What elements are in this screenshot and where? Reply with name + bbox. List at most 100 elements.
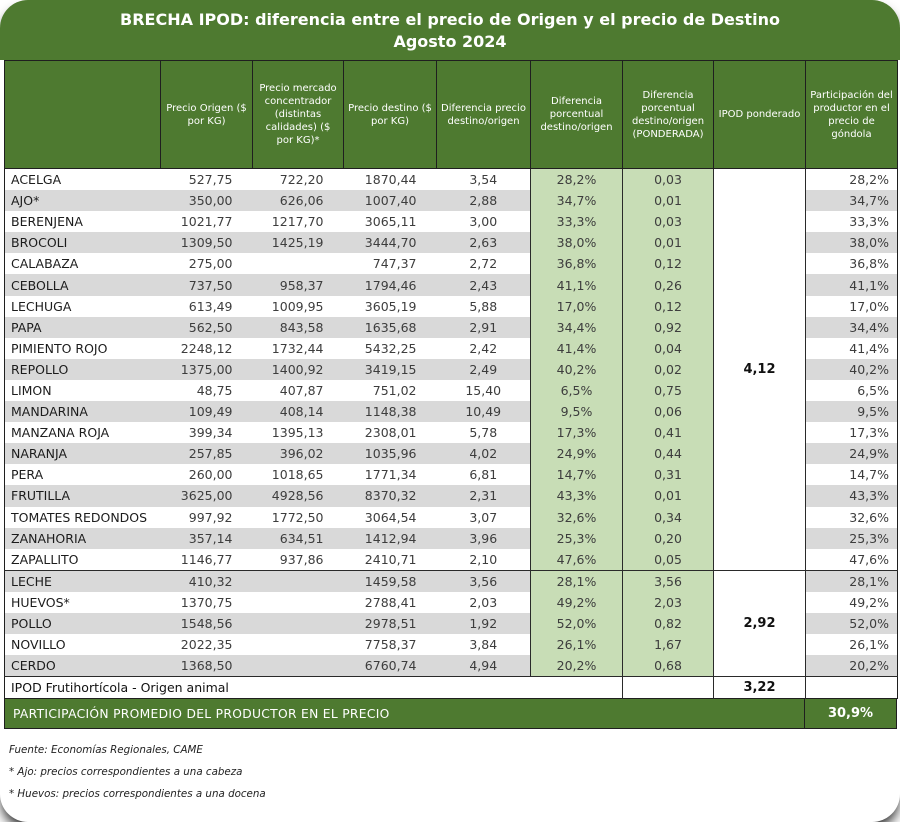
cell-diferencia-precio: 3,54 xyxy=(436,168,531,191)
cell-precio-origen: 1375,00 xyxy=(160,358,253,380)
cell-precio-mercado: 1732,44 xyxy=(252,337,344,359)
product-row: MANZANA ROJA 399,34 1395,13 2308,01 5,78 17,3… xyxy=(4,422,898,444)
report-title: BRECHA IPOD: diferencia entre el precio … xyxy=(120,9,780,29)
cell-participacion: 20,2% xyxy=(805,655,898,677)
product-row: REPOLLO 1375,00 1400,92 3419,15 2,49 40,2% 0,0… xyxy=(4,358,898,380)
cell-diferencia-porcentual: 47,6% xyxy=(530,548,623,571)
product-row: AJO* 350,00 626,06 1007,40 2,88 34,7% 0,01 34,7… xyxy=(4,190,898,212)
cell-diferencia-ponderada: 2,03 xyxy=(622,591,714,613)
cell-diferencia-ponderada: 0,03 xyxy=(622,168,714,191)
product-row: LIMON 48,75 407,87 751,02 15,40 6,5% 0,75 6,5% xyxy=(4,379,898,402)
cell-diferencia-ponderada: 0,82 xyxy=(622,612,714,635)
cell-diferencia-porcentual: 34,4% xyxy=(530,316,623,338)
cell-participacion: 17,0% xyxy=(805,295,898,317)
cell-precio-origen: 1548,56 xyxy=(160,612,253,635)
header-product xyxy=(4,60,161,169)
cell-diferencia-porcentual: 14,7% xyxy=(530,464,623,486)
cell-diferencia-ponderada: 0,44 xyxy=(622,443,714,465)
cell-precio-mercado: 958,37 xyxy=(252,274,344,296)
cell-diferencia-porcentual: 32,6% xyxy=(530,506,623,528)
cell-diferencia-ponderada: 0,05 xyxy=(622,548,714,571)
cell-precio-origen: 1370,75 xyxy=(160,591,253,613)
cell-product-name: REPOLLO xyxy=(4,358,161,380)
cell-precio-mercado: 1018,65 xyxy=(252,464,344,486)
cell-precio-origen: 613,49 xyxy=(160,295,253,317)
cell-diferencia-precio: 2,91 xyxy=(436,316,531,338)
cell-precio-destino: 3419,15 xyxy=(343,358,437,380)
cell-diferencia-precio: 2,88 xyxy=(436,190,531,212)
cell-diferencia-precio: 2,43 xyxy=(436,274,531,296)
header-precio-origen: Precio Origen ($ por KG) xyxy=(160,60,253,169)
cell-precio-origen: 2022,35 xyxy=(160,634,253,656)
cell-diferencia-porcentual: 41,1% xyxy=(530,274,623,296)
cell-participacion: 17,3% xyxy=(805,422,898,444)
cell-product-name: HUEVOS* xyxy=(4,591,161,613)
cell-diferencia-ponderada: 0,75 xyxy=(622,379,714,402)
cell-diferencia-ponderada: 0,26 xyxy=(622,274,714,296)
product-row: MANDARINA 109,49 408,14 1148,38 10,49 9,5% 0,0… xyxy=(4,401,898,423)
cell-precio-origen: 3625,00 xyxy=(160,485,253,507)
cell-diferencia-precio: 5,88 xyxy=(436,295,531,317)
cell-diferencia-precio: 2,42 xyxy=(436,337,531,359)
cell-product-name: BERENJENA xyxy=(4,211,161,233)
cell-product-name: POLLO xyxy=(4,612,161,635)
cell-participacion: 6,5% xyxy=(805,379,898,402)
cell-precio-destino: 1459,58 xyxy=(343,569,437,592)
ipod-table: Precio Origen ($ por KG) Precio mercado … xyxy=(4,60,898,700)
cell-precio-mercado: 1425,19 xyxy=(252,232,344,254)
cell-precio-mercado: 843,58 xyxy=(252,316,344,338)
participation-value: 30,9% xyxy=(804,699,896,729)
cell-precio-origen: 350,00 xyxy=(160,190,253,212)
cell-diferencia-precio: 1,92 xyxy=(436,612,531,635)
product-row: BROCOLI 1309,50 1425,19 3444,70 2,63 38,0% 0,0… xyxy=(4,232,898,254)
cell-diferencia-precio: 3,56 xyxy=(436,569,531,592)
cell-product-name: CEBOLLA xyxy=(4,274,161,296)
participation-label: PARTICIPACIÓN PROMEDIO DEL PRODUCTOR EN … xyxy=(13,706,390,721)
cell-precio-destino: 8370,32 xyxy=(343,485,437,507)
cell-diferencia-porcentual: 43,3% xyxy=(530,485,623,507)
cell-precio-origen: 410,32 xyxy=(160,569,253,592)
product-row: ZAPALLITO 1146,77 937,86 2410,71 2,10 47,6% 0,… xyxy=(4,548,898,571)
cell-product-name: CALABAZA xyxy=(4,253,161,275)
cell-diferencia-ponderada: 0,06 xyxy=(622,401,714,423)
header-participacion: Participación del productor en el precio… xyxy=(805,60,898,169)
cell-precio-destino: 1870,44 xyxy=(343,168,437,191)
cell-diferencia-porcentual: 41,4% xyxy=(530,337,623,359)
cell-diferencia-porcentual: 52,0% xyxy=(530,612,623,635)
cell-diferencia-ponderada: 0,01 xyxy=(622,190,714,212)
cell-precio-destino: 3064,54 xyxy=(343,506,437,528)
cell-precio-mercado: 4928,56 xyxy=(252,485,344,507)
cell-diferencia-precio: 2,63 xyxy=(436,232,531,254)
cell-diferencia-precio: 2,31 xyxy=(436,485,531,507)
cell-precio-destino: 3065,11 xyxy=(343,211,437,233)
cell-diferencia-porcentual: 28,1% xyxy=(530,569,623,592)
cell-diferencia-ponderada: 0,03 xyxy=(622,211,714,233)
cell-participacion: 34,4% xyxy=(805,316,898,338)
cell-ipod-ponderado: 4,12 xyxy=(713,168,806,571)
cell-participacion: 36,8% xyxy=(805,253,898,275)
cell-diferencia-porcentual: 17,3% xyxy=(530,422,623,444)
cell-precio-origen: 1309,50 xyxy=(160,232,253,254)
note-source: Fuente: Economías Regionales, CAME xyxy=(9,744,203,757)
cell-diferencia-porcentual: 38,0% xyxy=(530,232,623,254)
cell-precio-origen: 275,00 xyxy=(160,253,253,275)
cell-precio-mercado: 1009,95 xyxy=(252,295,344,317)
cell-diferencia-ponderada: 3,56 xyxy=(622,569,714,592)
cell-diferencia-precio: 10,49 xyxy=(436,401,531,423)
cell-precio-destino: 3444,70 xyxy=(343,232,437,254)
cell-diferencia-porcentual: 28,2% xyxy=(530,168,623,191)
cell-precio-destino: 751,02 xyxy=(343,379,437,402)
cell-diferencia-precio: 4,94 xyxy=(436,655,531,677)
note-huevos: * Huevos: precios correspondientes a una… xyxy=(9,788,266,801)
cell-product-name: AJO* xyxy=(4,190,161,212)
cell-precio-mercado: 408,14 xyxy=(252,401,344,423)
product-row: ACELGA 527,75 722,20 1870,44 3,54 28,2% 0,03 4,… xyxy=(4,168,898,571)
cell-product-name: MANZANA ROJA xyxy=(4,422,161,444)
cell-precio-mercado xyxy=(252,591,344,613)
header-precio-destino: Precio destino ($ por KG) xyxy=(343,60,437,169)
cell-diferencia-porcentual: 26,1% xyxy=(530,634,623,656)
cell-precio-destino: 1035,96 xyxy=(343,443,437,465)
cell-precio-destino: 747,37 xyxy=(343,253,437,275)
cell-precio-mercado xyxy=(252,634,344,656)
cell-precio-destino: 7758,37 xyxy=(343,634,437,656)
